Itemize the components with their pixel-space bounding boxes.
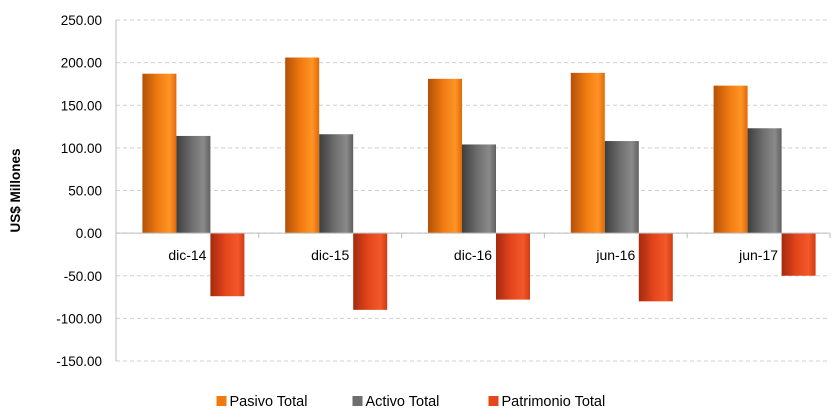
bar-activo-total-dic-14 (176, 135, 211, 234)
y-tick-label: 100.00 (61, 141, 102, 156)
y-tick-label: 200.00 (61, 56, 102, 71)
legend-label: Activo Total (366, 394, 440, 410)
legend-label: Pasivo Total (230, 394, 308, 410)
bar-pasivo-total-dic-16 (428, 78, 462, 234)
x-tick-label: dic-15 (311, 247, 349, 263)
bar-patrimonio-total-dic-15 (353, 233, 388, 310)
y-tick-label: 50.00 (68, 184, 102, 199)
bar-pasivo-total-jun-16 (570, 72, 605, 234)
x-tick-label: jun-16 (595, 247, 635, 263)
y-tick-label: 0.00 (76, 226, 102, 241)
y-tick-label: -50.00 (64, 269, 102, 284)
bar-patrimonio-total-dic-14 (210, 233, 245, 297)
y-axis: -150.00 -100.00 -50.00 0.00 50.00 100.00 150.0… (56, 13, 117, 369)
legend-swatch-pasivo-total (216, 396, 227, 406)
y-axis-title: US$ Millones (8, 148, 23, 232)
y-tick-label: -150.00 (56, 354, 102, 369)
x-tick-label: jun-17 (738, 247, 778, 263)
bar-patrimonio-total-jun-16 (638, 233, 673, 302)
y-tick-label: -100.00 (56, 311, 102, 326)
legend-swatch-activo-total (352, 396, 363, 406)
legend-swatch-patrimonio-total (488, 396, 499, 406)
x-tick-label: dic-16 (454, 247, 492, 263)
legend: Pasivo Total Activo Total Patrimonio Total (216, 394, 606, 410)
bar-patrimonio-total-dic-16 (496, 233, 530, 300)
bar-activo-total-dic-15 (319, 134, 354, 234)
bar-activo-total-jun-16 (604, 141, 639, 234)
bar-pasivo-total-dic-14 (142, 73, 177, 234)
legend-label: Patrimonio Total (502, 394, 606, 410)
bar-patrimonio-total-jun-17 (781, 233, 816, 276)
bar-pasivo-total-jun-17 (713, 85, 748, 234)
bar-pasivo-total-dic-15 (285, 57, 320, 234)
bar-activo-total-jun-17 (747, 128, 782, 234)
y-tick-label: 150.00 (61, 98, 102, 113)
bars (142, 57, 816, 310)
bar-activo-total-dic-16 (462, 144, 496, 234)
y-tick-label: 250.00 (61, 13, 102, 28)
x-axis: dic-14 dic-15 dic-16 jun-16 jun-17 (115, 232, 831, 263)
x-tick-label: dic-14 (168, 247, 206, 263)
